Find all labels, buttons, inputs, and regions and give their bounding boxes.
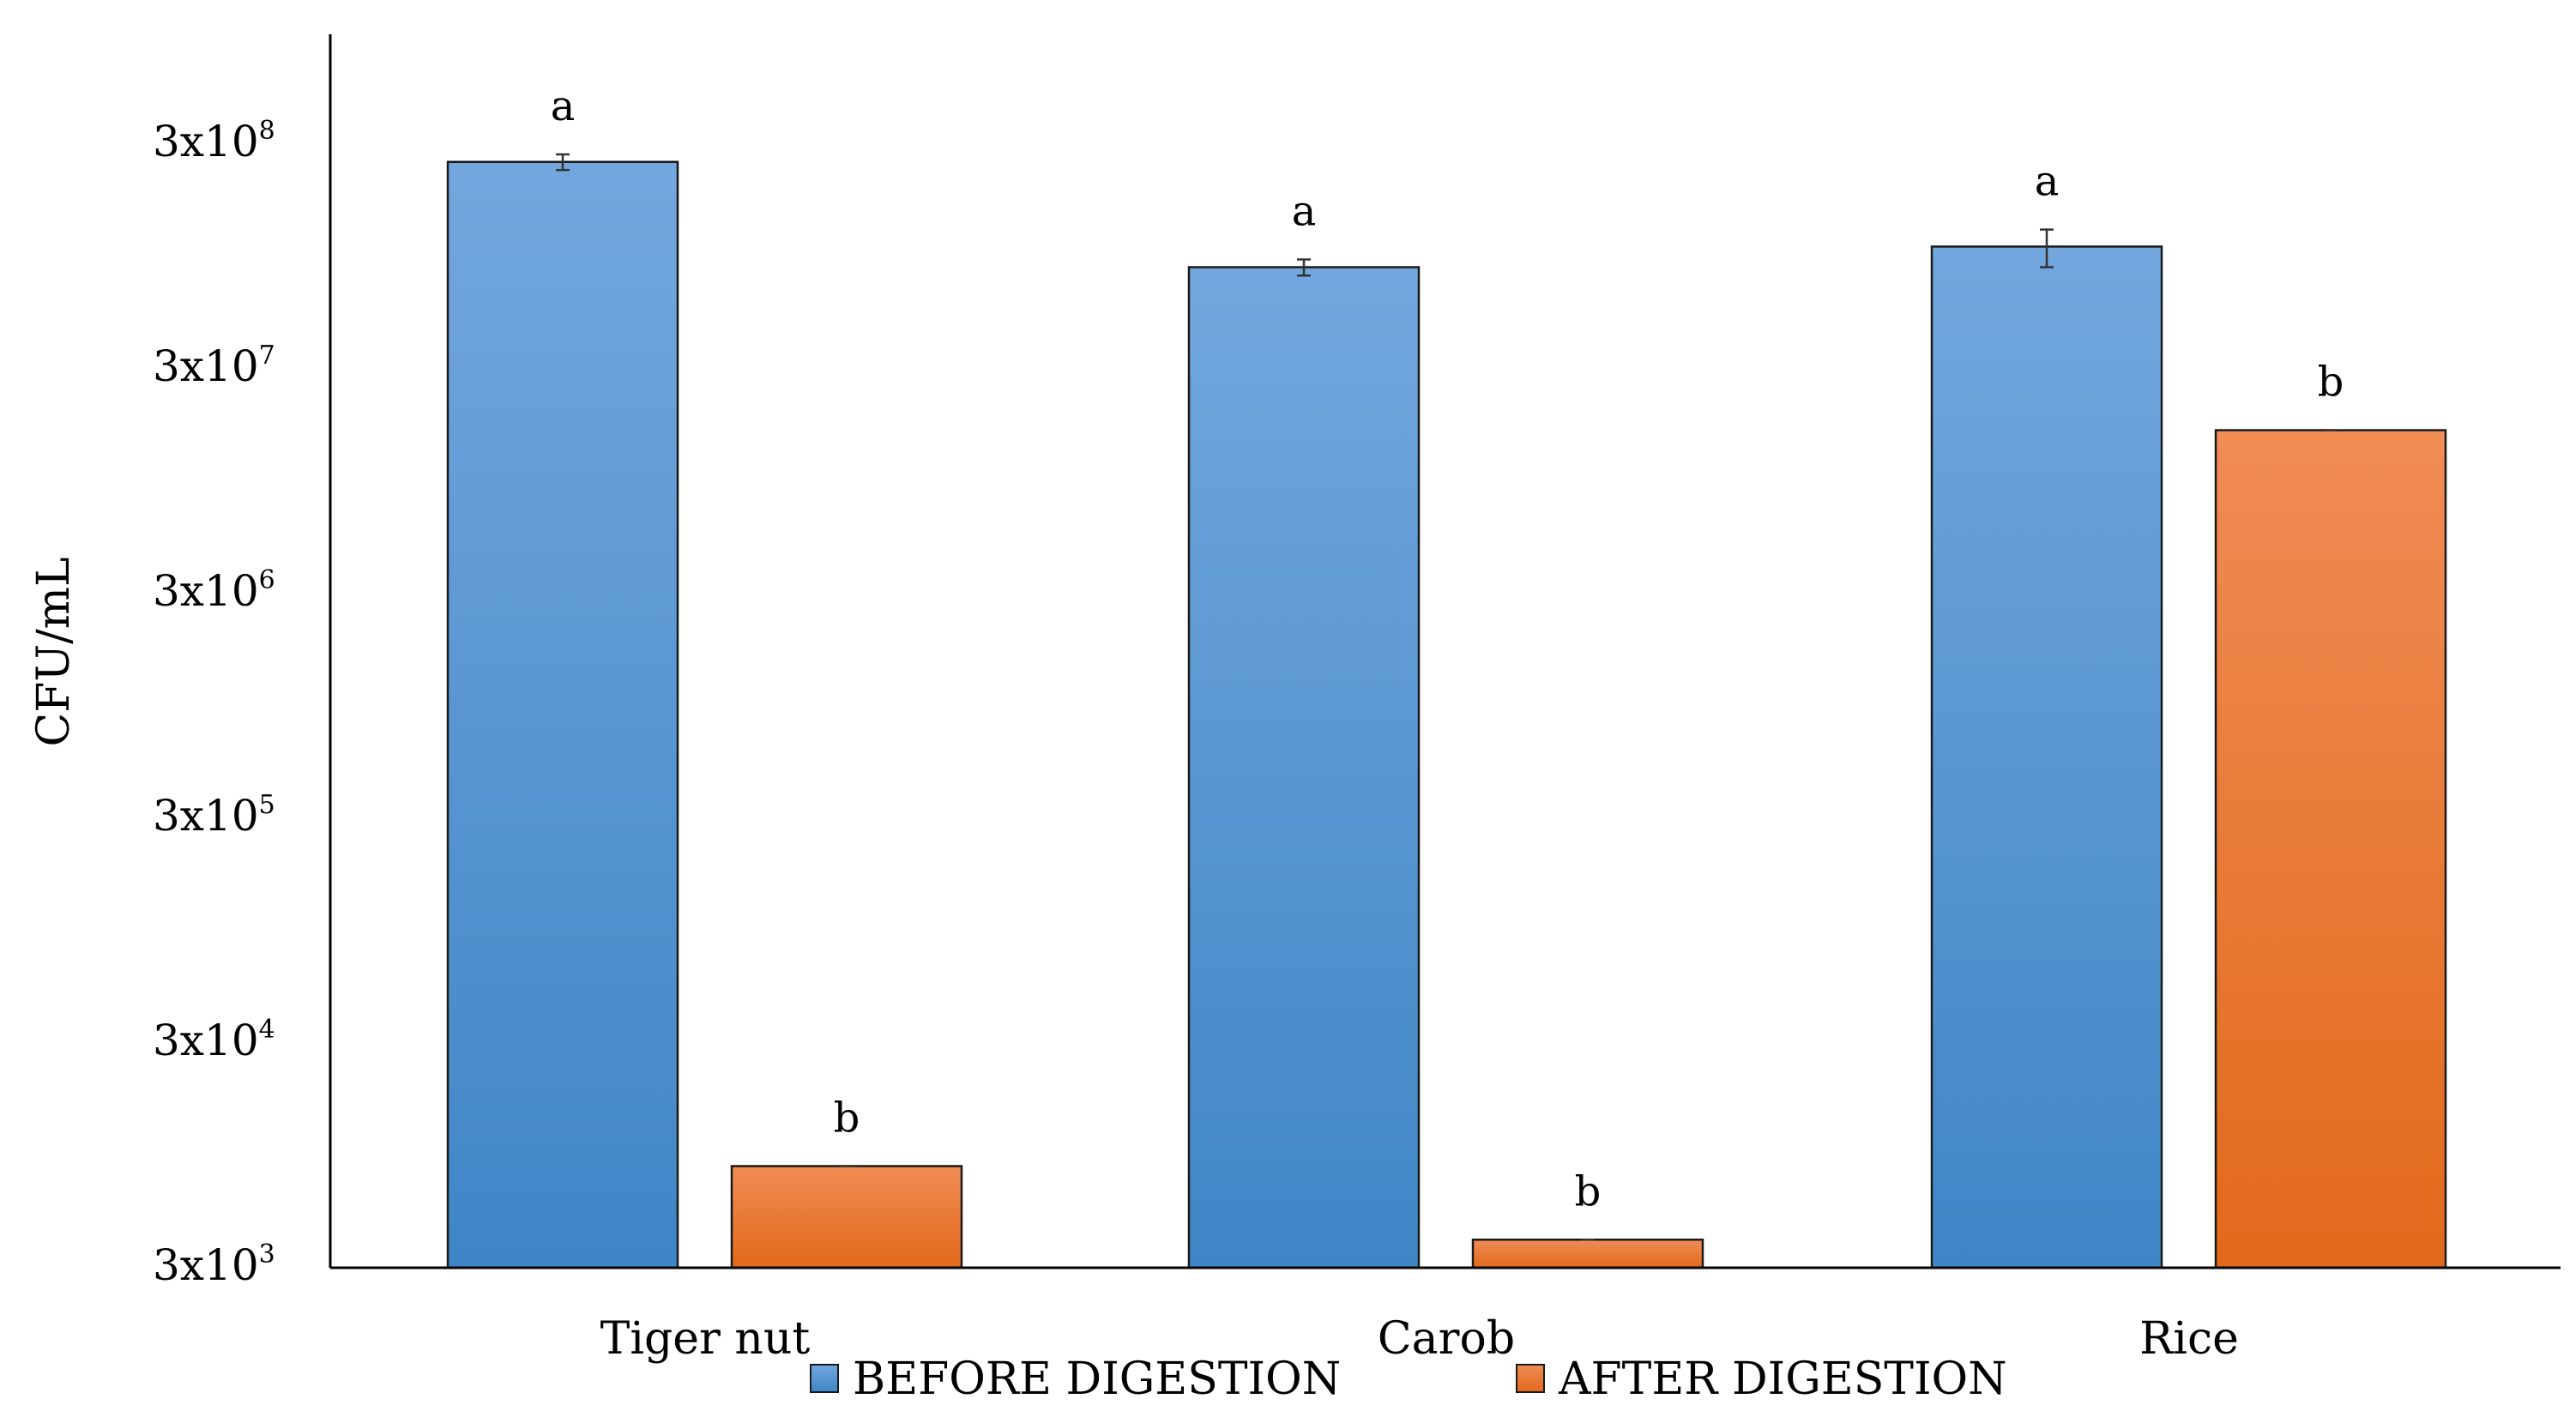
y-ticks-layer: 3x103 3x104 3x105 3x106 3x107 3x108	[153, 116, 275, 1290]
y-tick-label: 3x108	[153, 116, 275, 166]
y-tick-label: 3x106	[153, 565, 275, 616]
legend-swatch-before	[810, 1364, 839, 1393]
error-bar-before-carob	[1297, 258, 1311, 277]
data-label-after-rice: b	[2318, 359, 2344, 407]
legend-item-before: BEFORE DIGESTION	[810, 1354, 1341, 1405]
bar-before-tiger-nut	[446, 160, 679, 1269]
y-axis-label: CFU/mL	[28, 557, 80, 746]
bar-after-rice	[2214, 429, 2447, 1269]
legend-swatch-after	[1516, 1364, 1545, 1393]
bar-before-carob	[1187, 266, 1421, 1269]
error-bar-before-rice	[2040, 228, 2054, 268]
data-label-before-tiger-nut: a	[551, 82, 576, 130]
data-label-after-tiger-nut: b	[834, 1094, 860, 1142]
y-tick-label: 3x103	[153, 1239, 275, 1290]
x-tick-label-rice: Rice	[2139, 1313, 2239, 1365]
data-labels-layer: a a a b b b	[551, 82, 2344, 1215]
bar-after-carob	[1471, 1239, 1704, 1269]
y-tick-label: 3x107	[153, 341, 275, 391]
data-label-before-carob: a	[1292, 187, 1317, 235]
data-label-before-rice: a	[2035, 158, 2060, 206]
y-tick-label: 3x104	[153, 1015, 275, 1065]
x-tick-label-tiger-nut: Tiger nut	[600, 1313, 811, 1365]
x-ticks-layer: Tiger nut Carob Rice	[600, 1313, 2239, 1365]
data-label-after-carob: b	[1575, 1167, 1602, 1215]
bar-before-rice	[1930, 245, 2163, 1269]
x-tick-label-carob: Carob	[1378, 1313, 1515, 1365]
y-tick-label: 3x105	[153, 790, 275, 841]
legend-label-after: AFTER DIGESTION	[1558, 1354, 2007, 1405]
legend-item-after: AFTER DIGESTION	[1516, 1354, 2007, 1405]
legend-label-before: BEFORE DIGESTION	[853, 1354, 1341, 1405]
bars-layer	[446, 153, 2447, 1269]
bar-after-tiger-nut	[730, 1165, 963, 1269]
legend: BEFORE DIGESTION AFTER DIGESTION	[810, 1354, 2007, 1405]
error-bar-before-tiger-nut	[556, 153, 570, 172]
